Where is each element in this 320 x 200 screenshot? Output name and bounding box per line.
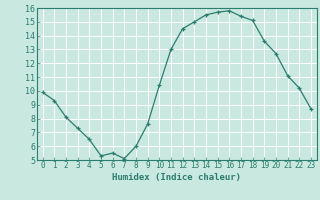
X-axis label: Humidex (Indice chaleur): Humidex (Indice chaleur) xyxy=(112,173,241,182)
